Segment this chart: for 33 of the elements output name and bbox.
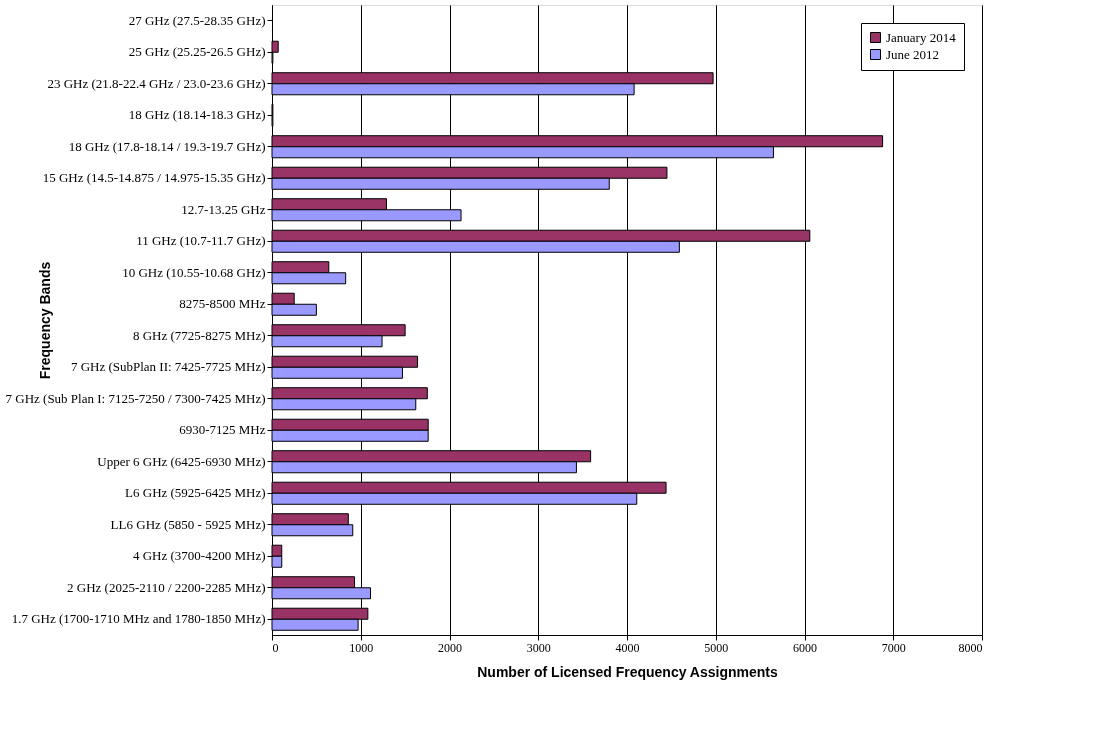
y-tick-label: 18 GHz (17.8-18.14 / 19.3-19.7 GHz) — [68, 138, 266, 154]
y-tick-label: 11 GHz (10.7-11.7 GHz) — [136, 233, 266, 249]
y-tick-label: 4 GHz (3700-4200 MHz) — [132, 548, 266, 564]
x-tick-label: 7000 — [881, 640, 906, 655]
y-tick-label: 15 GHz (14.5-14.875 / 14.975-15.35 GHz) — [42, 170, 266, 186]
y-tick-label: 18 GHz (18.14-18.3 GHz) — [128, 107, 266, 123]
y-tick-label: 25 GHz (25.25-26.5 GHz) — [128, 44, 266, 60]
x-axis-title: Number of Licensed Frequency Assignments — [477, 663, 778, 680]
y-tick-label: 2 GHz (2025-2110 / 2200-2285 MHz) — [67, 579, 266, 595]
y-tick-label: 10 GHz (10.55-10.68 GHz) — [122, 264, 266, 280]
y-tick-label: L6 GHz (5925-6425 MHz) — [125, 485, 266, 501]
x-tick-label: 2000 — [438, 640, 462, 655]
x-tick-label: 3000 — [526, 640, 551, 655]
x-tick-label: 8000 — [958, 640, 983, 655]
y-tick-label: 12.7-13.25 GHz — [181, 201, 266, 217]
x-tick-label: 1000 — [349, 640, 374, 655]
x-tick-label: 0 — [272, 640, 279, 655]
x-tick-label: 5000 — [704, 640, 729, 655]
y-tick-label: 1.7 GHz (1700-1710 MHz and 1780-1850 MHz) — [11, 611, 266, 627]
y-tick-label: 27 GHz (27.5-28.35 GHz) — [128, 12, 266, 28]
legend-label: January 2014 — [886, 29, 957, 45]
y-axis-title: Frequency Bands — [36, 261, 53, 380]
y-tick-label: 8 GHz (7725-8275 MHz) — [132, 327, 266, 343]
y-tick-label: Upper 6 GHz (6425-6930 MHz) — [97, 453, 266, 469]
y-tick-label: 7 GHz (SubPlan II: 7425-7725 MHz) — [70, 359, 266, 375]
y-tick-label: 6930-7125 MHz — [179, 422, 266, 438]
legend-label: June 2012 — [886, 46, 940, 62]
y-tick-label: 8275-8500 MHz — [179, 296, 266, 312]
y-tick-label: LL6 GHz (5850 - 5925 MHz) — [110, 516, 266, 532]
x-tick-label: 6000 — [793, 640, 817, 655]
y-tick-label: 7 GHz (Sub Plan I: 7125-7250 / 7300-7425 MHz) — [5, 390, 266, 406]
y-tick-label: 23 GHz (21.8-22.4 GHz / 23.0-23.6 GHz) — [47, 75, 266, 91]
x-tick-label: 4000 — [615, 640, 640, 655]
